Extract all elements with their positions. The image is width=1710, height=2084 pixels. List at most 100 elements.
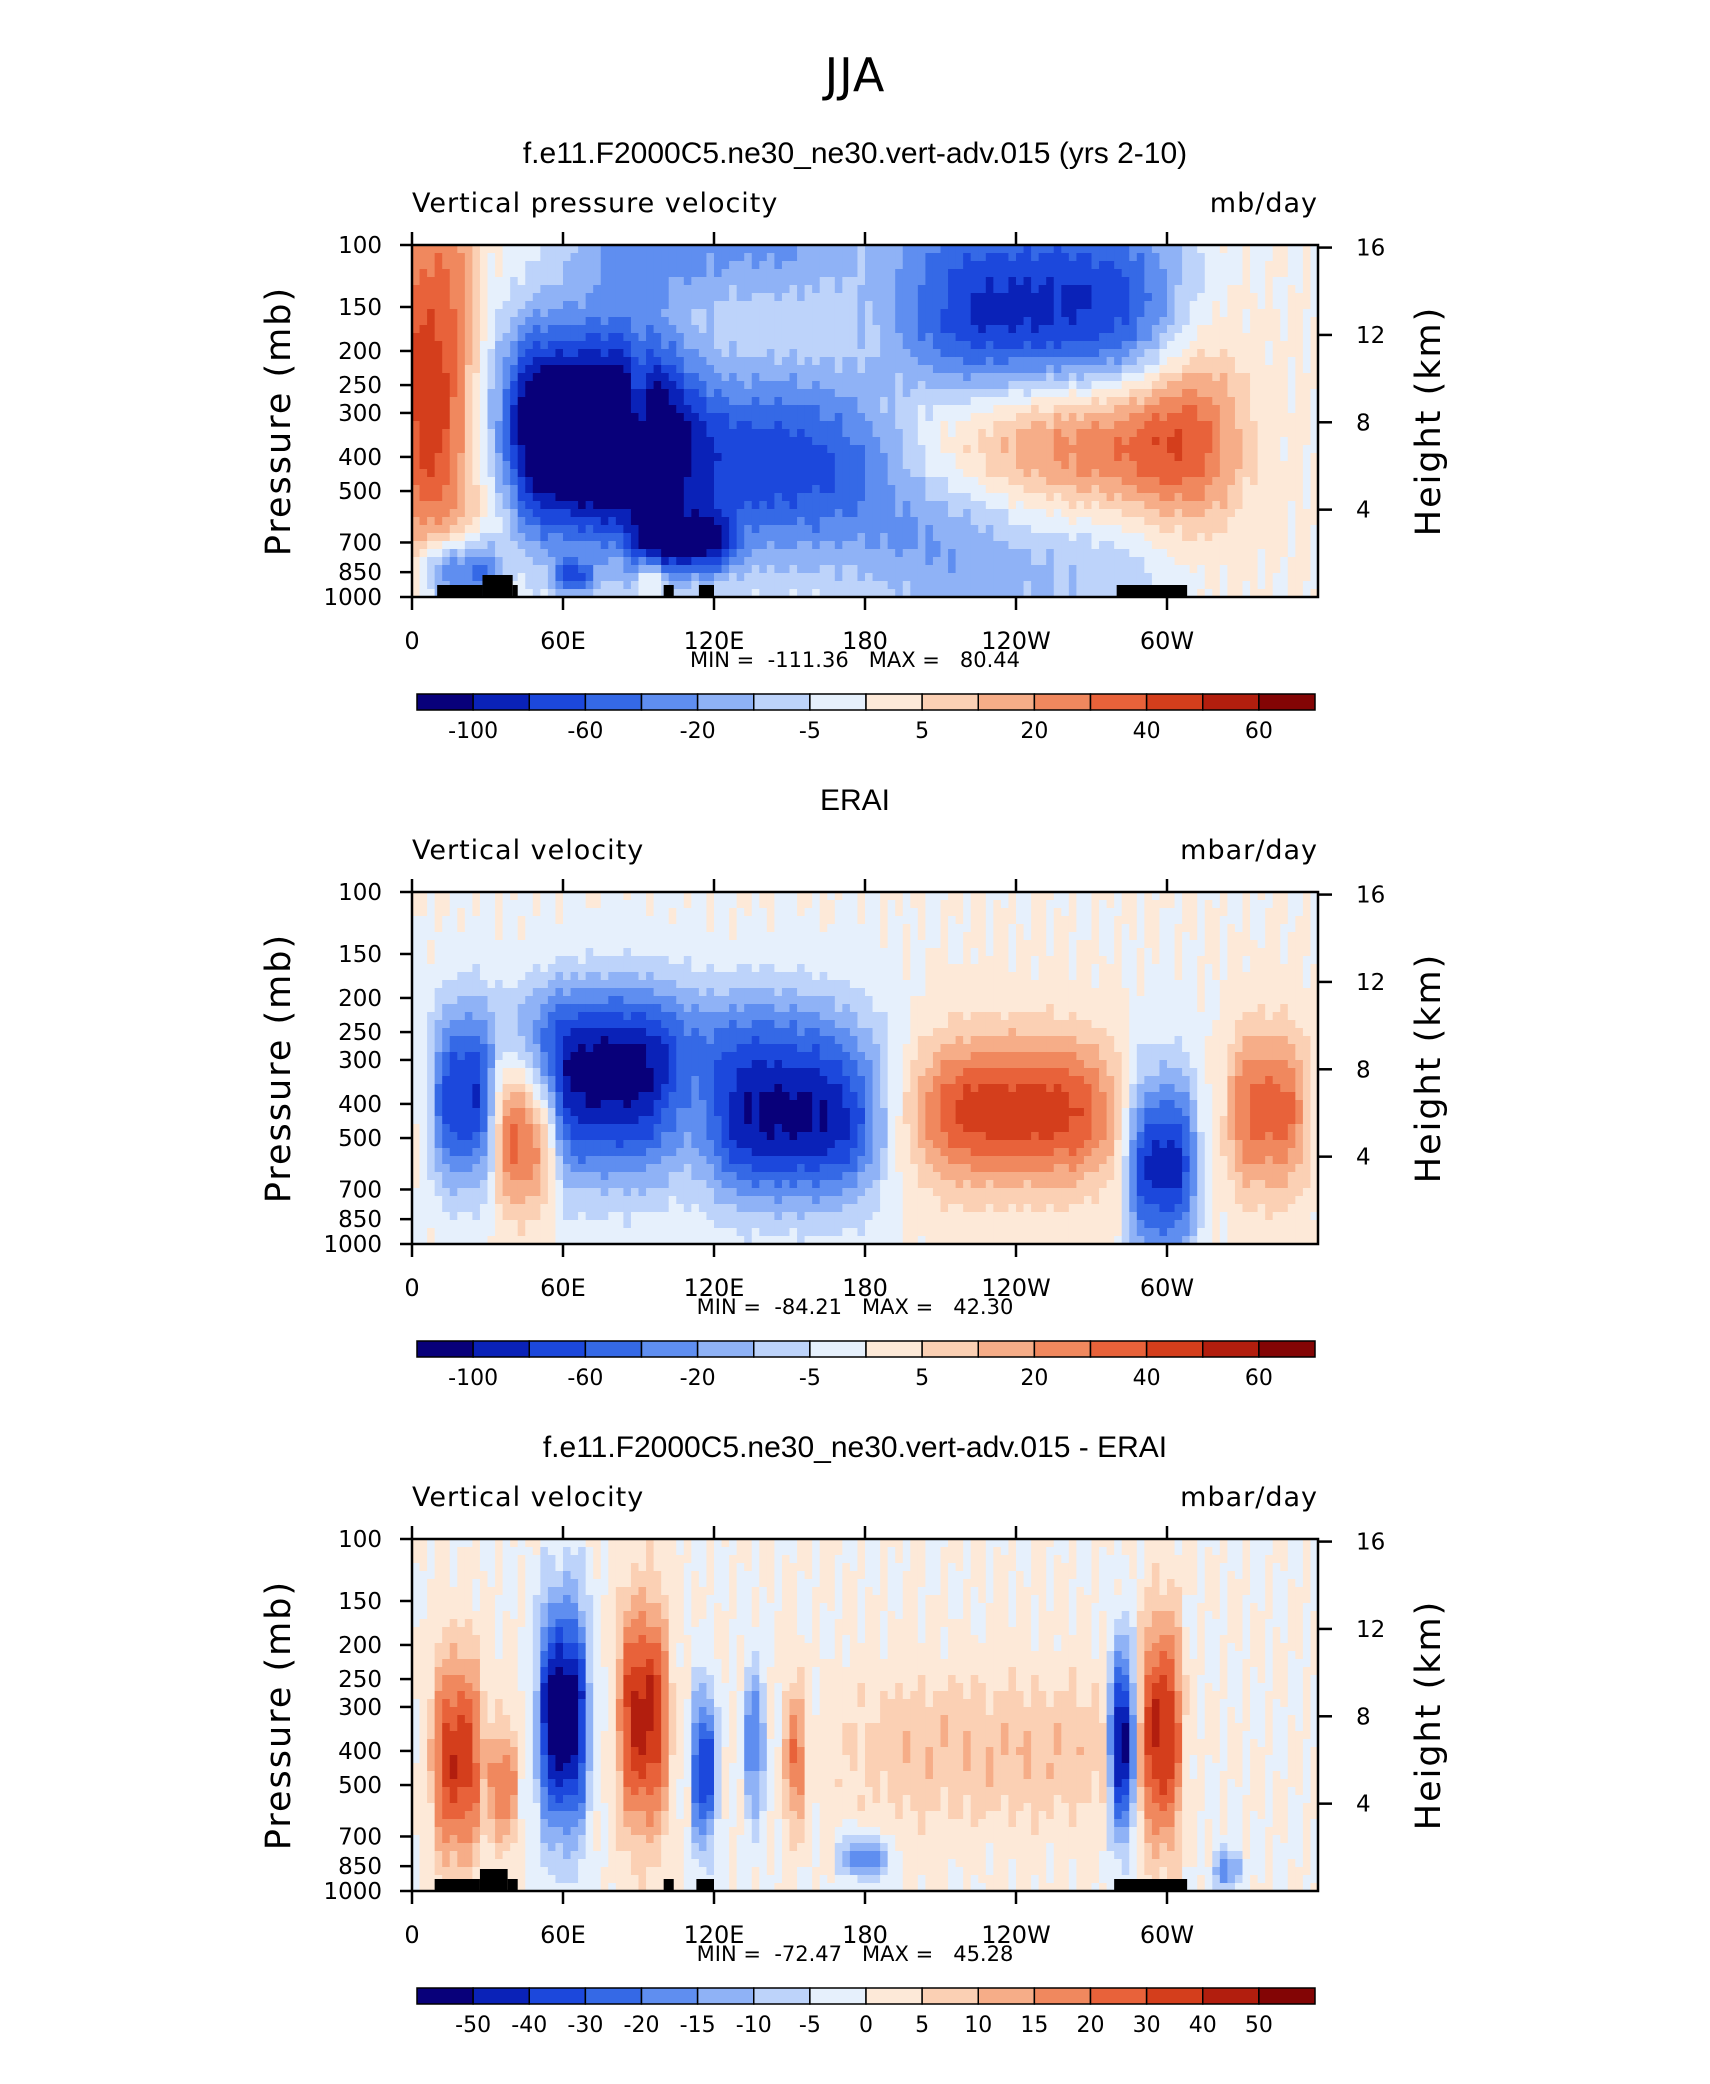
field-cell <box>819 461 828 470</box>
field-cell <box>865 469 874 478</box>
field-cell <box>427 533 436 542</box>
field-cell <box>1061 421 1070 430</box>
field-cell <box>812 501 821 510</box>
field-cell <box>970 549 979 558</box>
field-cell <box>1031 533 1040 542</box>
field-cell <box>1114 533 1123 542</box>
field-cell <box>963 509 972 518</box>
field-cell <box>797 357 806 366</box>
field-cell <box>910 421 919 430</box>
field-cell <box>1099 541 1108 550</box>
field-cell <box>1250 445 1259 454</box>
field-cell <box>872 557 881 566</box>
field-cell <box>1310 285 1319 294</box>
field-cell <box>698 349 708 358</box>
field-cell <box>917 365 926 374</box>
field-cell <box>857 253 866 262</box>
field-cell <box>1310 405 1319 414</box>
field-cell <box>948 469 957 478</box>
field-cell <box>948 413 957 422</box>
field-cell <box>1272 461 1281 470</box>
field-cell <box>434 453 443 462</box>
field-cell <box>1023 293 1032 302</box>
field-cell <box>1046 501 1055 510</box>
field-cell <box>985 309 994 318</box>
field-cell <box>895 405 904 414</box>
field-cell <box>698 469 708 478</box>
field-cell <box>1144 437 1153 446</box>
field-cell <box>736 325 745 334</box>
field-cell <box>948 309 957 318</box>
field-cell <box>555 541 564 550</box>
field-cell <box>555 525 564 534</box>
field-cell <box>1242 533 1251 542</box>
field-cell <box>721 389 730 398</box>
field-cell <box>932 253 942 262</box>
field-cell <box>1016 397 1025 406</box>
field-cell <box>1023 397 1032 406</box>
field-cell <box>1031 509 1040 518</box>
field-cell <box>1287 469 1296 478</box>
field-cell <box>1204 429 1213 438</box>
field-cell <box>872 461 881 470</box>
field-cell <box>1250 525 1259 534</box>
field-cell <box>1016 325 1025 334</box>
field-cell <box>1280 245 1289 254</box>
field-cell <box>729 261 738 270</box>
field-cell <box>721 333 730 342</box>
field-cell <box>963 317 972 326</box>
field-cell <box>880 565 889 574</box>
field-cell <box>706 285 715 294</box>
field-cell <box>895 509 904 518</box>
field-cell <box>487 445 496 454</box>
field-cell <box>804 333 813 342</box>
field-cell <box>1302 429 1312 438</box>
field-cell <box>1016 549 1025 558</box>
field-cell <box>774 253 783 262</box>
field-cell <box>789 245 798 254</box>
field-cell <box>706 341 715 350</box>
field-cell <box>1212 333 1221 342</box>
field-cell <box>517 533 526 542</box>
field-cell <box>570 309 579 318</box>
field-cell <box>1016 381 1025 390</box>
field-cell <box>563 253 572 262</box>
field-cell <box>1083 405 1093 414</box>
field-cell <box>880 477 889 486</box>
field-cell <box>1287 269 1296 278</box>
field-cell <box>615 565 624 574</box>
field-cell <box>1136 253 1145 262</box>
field-cell <box>1068 317 1077 326</box>
field-cell <box>1008 357 1017 366</box>
field-cell <box>774 365 783 374</box>
field-cell <box>902 357 911 366</box>
field-cell <box>1174 285 1183 294</box>
field-cell <box>1272 453 1281 462</box>
field-cell <box>464 381 473 390</box>
field-cell <box>978 349 987 358</box>
field-cell <box>540 453 549 462</box>
field-cell <box>1046 541 1055 550</box>
field-cell <box>751 485 760 494</box>
field-cell <box>1174 501 1183 510</box>
field-cell <box>1016 365 1025 374</box>
field-cell <box>585 517 594 526</box>
field-cell <box>774 357 783 366</box>
field-cell <box>1114 269 1123 278</box>
field-cell <box>623 533 632 542</box>
field-cell <box>1227 365 1236 374</box>
field-cell <box>540 309 549 318</box>
field-cell <box>661 389 670 398</box>
field-cell <box>698 357 708 366</box>
field-cell <box>525 309 534 318</box>
field-cell <box>442 349 451 358</box>
field-cell <box>834 533 843 542</box>
field-cell <box>517 493 526 502</box>
field-cell <box>917 373 926 382</box>
field-cell <box>412 485 421 494</box>
field-cell <box>1068 525 1077 534</box>
field-cell <box>917 541 926 550</box>
field-cell <box>434 277 443 286</box>
field-cell <box>1083 525 1093 534</box>
field-cell <box>1046 349 1055 358</box>
